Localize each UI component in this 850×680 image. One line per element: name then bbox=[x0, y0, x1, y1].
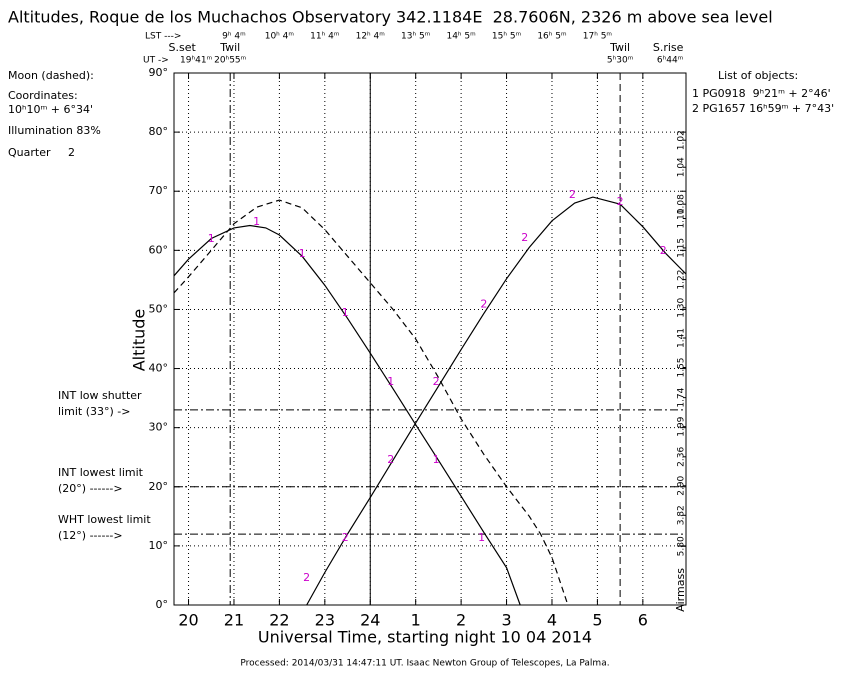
x-tick-label: 5 bbox=[592, 611, 602, 630]
y2-tick-label: 1.10 bbox=[677, 208, 687, 228]
y-tick-label: 50° bbox=[149, 302, 169, 315]
object-row: 1 PG0918 9ʰ21ᵐ + 2°46' bbox=[692, 87, 831, 100]
y2-tick-label: 1.41 bbox=[677, 328, 687, 348]
y2-tick-label: 5.80 bbox=[677, 536, 687, 556]
curve-label: 2 bbox=[569, 188, 576, 201]
event-label: S.rise bbox=[653, 41, 684, 54]
moon-coordinates-label: Coordinates: bbox=[8, 89, 78, 102]
y2-tick-label: 2.90 bbox=[677, 475, 687, 495]
y2-tick-label: 1.99 bbox=[677, 416, 687, 436]
curve-label: 1 bbox=[433, 453, 440, 466]
lst-label: LST ---> bbox=[145, 32, 181, 42]
moon-title: Moon (dashed): bbox=[8, 69, 94, 82]
plot-frame bbox=[173, 72, 687, 606]
lst-label: 9ʰ 4ᵐ bbox=[222, 32, 246, 42]
lst-label: 15ʰ 5ᵐ bbox=[492, 32, 522, 42]
y2-tick-label: 1.15 bbox=[677, 238, 687, 258]
x-tick-label: 22 bbox=[269, 611, 289, 630]
curve-label: 2 bbox=[303, 571, 310, 584]
x-tick-label: 21 bbox=[224, 611, 244, 630]
lst-label: 16ʰ 5ᵐ bbox=[537, 32, 567, 42]
curve-label: 2 bbox=[617, 195, 624, 208]
y-tick-label: 40° bbox=[149, 362, 169, 375]
object-row: 2 PG1657 16ʰ59ᵐ + 7°43' bbox=[692, 102, 834, 115]
y2-tick-label: 3.82 bbox=[677, 505, 687, 525]
y2-tick-label: 1.55 bbox=[677, 357, 687, 377]
limit-label: (20°) ------> bbox=[58, 482, 123, 495]
y2-axis-label: Airmass bbox=[674, 568, 687, 612]
footer: Processed: 2014/03/31 14:47:11 UT. Isaac… bbox=[240, 659, 609, 669]
x-tick-label: 3 bbox=[501, 611, 511, 630]
limit-label: WHT lowest limit bbox=[58, 513, 151, 526]
y2-tick-label: 1.04 bbox=[677, 157, 687, 177]
lst-label: 11ʰ 4ᵐ bbox=[310, 32, 340, 42]
lst-label: 17ʰ 5ᵐ bbox=[583, 32, 613, 42]
lst-label: 14ʰ 5ᵐ bbox=[446, 32, 476, 42]
curve-label: 1 bbox=[342, 306, 349, 319]
y-tick-label: 20° bbox=[149, 480, 169, 493]
y2-tick-label: 1.02 bbox=[677, 130, 687, 150]
x-axis-label: Universal Time, starting night 10 04 201… bbox=[258, 628, 592, 647]
x-tick-label: 2 bbox=[456, 611, 466, 630]
y2-tick-label: 1.74 bbox=[677, 387, 687, 407]
objects-title: List of objects: bbox=[718, 69, 798, 82]
series-line bbox=[173, 224, 521, 606]
y-tick-label: 70° bbox=[149, 184, 169, 197]
y-axis-label: Altitude bbox=[130, 309, 149, 372]
y-tick-label: 10° bbox=[149, 539, 169, 552]
curve-label: 1 bbox=[253, 215, 260, 228]
x-tick-label: 23 bbox=[315, 611, 335, 630]
event-time: 5ʰ30ᵐ bbox=[607, 56, 634, 66]
x-tick-label: 20 bbox=[178, 611, 198, 630]
curve-label: 2 bbox=[433, 375, 440, 388]
limit-label: INT lowest limit bbox=[58, 466, 144, 479]
chart-title: Altitudes, Roque de los Muchachos Observ… bbox=[8, 8, 773, 27]
y-tick-label: 80° bbox=[149, 125, 169, 138]
event-time: 19ʰ41ᵐ bbox=[180, 56, 213, 66]
event-time: 20ʰ55ᵐ bbox=[214, 56, 247, 66]
curve-label: 1 bbox=[478, 531, 485, 544]
y2-tick-label: 1.30 bbox=[677, 297, 687, 317]
event-label: Twil bbox=[609, 41, 630, 54]
x-tick-label: 4 bbox=[547, 611, 557, 630]
ut-label: UT -> bbox=[143, 56, 169, 66]
moon-quarter: Quarter 2 bbox=[8, 146, 75, 159]
series-line bbox=[173, 199, 569, 606]
curve-label: 1 bbox=[387, 375, 394, 388]
curve-label: 2 bbox=[660, 244, 667, 257]
curve-label: 1 bbox=[299, 247, 306, 260]
curve-label: 2 bbox=[342, 531, 349, 544]
lst-label: 10ʰ 4ᵐ bbox=[265, 32, 295, 42]
y2-tick-label: 1.08 bbox=[677, 194, 687, 214]
curve-label: 2 bbox=[387, 453, 394, 466]
x-tick-label: 6 bbox=[638, 611, 648, 630]
y-tick-label: 60° bbox=[149, 243, 169, 256]
event-time: 6ʰ44ᵐ bbox=[657, 56, 684, 66]
event-label: S.set bbox=[168, 41, 196, 54]
curve-label: 1 bbox=[208, 232, 215, 245]
x-tick-label: 1 bbox=[411, 611, 421, 630]
series-line bbox=[306, 196, 687, 606]
limit-label: limit (33°) -> bbox=[58, 405, 130, 418]
limit-label: (12°) ------> bbox=[58, 529, 123, 542]
x-tick-label: 24 bbox=[360, 611, 380, 630]
y-tick-label: 90° bbox=[149, 66, 169, 79]
y2-tick-label: 2.36 bbox=[677, 447, 687, 467]
moon-coordinates: 10ʰ10ᵐ + 6°34' bbox=[8, 103, 93, 116]
event-label: Twil bbox=[219, 41, 240, 54]
y-tick-label: 0° bbox=[156, 598, 169, 611]
limit-label: INT low shutter bbox=[58, 389, 142, 402]
y2-tick-label: 1.22 bbox=[677, 270, 687, 290]
curve-label: 2 bbox=[480, 298, 487, 311]
moon-illumination: Illumination 83% bbox=[8, 124, 101, 137]
y-tick-label: 30° bbox=[149, 421, 169, 434]
curve-label: 2 bbox=[521, 231, 528, 244]
lst-label: 12ʰ 4ᵐ bbox=[356, 32, 386, 42]
lst-label: 13ʰ 5ᵐ bbox=[401, 32, 431, 42]
